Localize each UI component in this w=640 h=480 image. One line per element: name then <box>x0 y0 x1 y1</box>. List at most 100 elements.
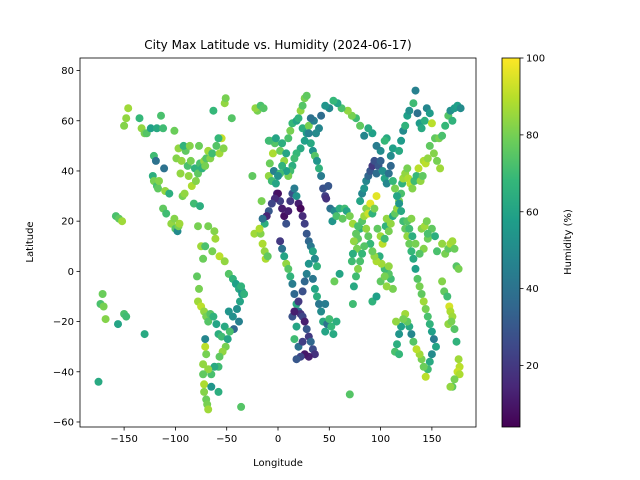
data-point <box>372 141 381 150</box>
data-point <box>214 387 223 396</box>
data-point <box>423 154 432 163</box>
data-point <box>204 317 213 326</box>
data-point <box>195 284 203 293</box>
data-point <box>201 242 210 251</box>
data-point <box>237 402 246 411</box>
data-point <box>280 252 289 261</box>
data-point <box>380 136 389 145</box>
data-point <box>358 249 367 258</box>
data-point <box>302 325 311 334</box>
data-point <box>286 272 295 281</box>
data-point <box>118 217 127 226</box>
data-point <box>411 264 420 273</box>
data-point <box>403 164 412 173</box>
data-point <box>221 94 230 103</box>
y-tick-label: −40 <box>53 367 74 378</box>
data-point <box>425 320 434 329</box>
data-point <box>300 317 309 326</box>
data-point <box>284 264 293 273</box>
data-point <box>360 242 369 251</box>
data-point <box>386 161 395 170</box>
colorbar-tick-label: 60 <box>526 207 539 218</box>
data-point <box>290 154 299 163</box>
data-point <box>284 207 293 216</box>
data-point <box>422 217 431 226</box>
data-point <box>329 330 338 339</box>
data-point <box>298 212 307 221</box>
data-point <box>284 134 293 143</box>
data-point <box>317 172 326 180</box>
data-point <box>413 109 422 118</box>
data-point <box>94 377 103 386</box>
data-point <box>177 156 186 165</box>
data-point <box>180 189 189 198</box>
data-point <box>384 262 393 271</box>
data-point <box>409 337 418 346</box>
data-point <box>373 224 382 233</box>
data-point <box>376 156 385 165</box>
data-point <box>382 179 391 188</box>
data-point <box>324 182 333 190</box>
data-point <box>201 342 210 351</box>
data-point <box>325 315 334 324</box>
data-point <box>235 317 243 326</box>
data-point <box>368 247 377 256</box>
data-point <box>448 237 457 246</box>
data-point <box>210 362 219 371</box>
data-point <box>146 124 155 133</box>
data-point <box>364 232 373 241</box>
data-point <box>408 184 417 193</box>
data-point <box>185 141 194 150</box>
data-point <box>443 292 452 301</box>
data-point <box>120 121 129 130</box>
data-point <box>392 317 400 326</box>
x-tick-label: 100 <box>371 434 390 445</box>
data-point <box>412 345 421 354</box>
data-point <box>214 134 223 143</box>
y-tick-label: 60 <box>61 116 74 127</box>
x-axis-label: Longitude <box>253 458 303 469</box>
data-point <box>348 249 357 258</box>
data-point <box>271 134 280 143</box>
data-point <box>454 355 463 364</box>
data-point <box>425 141 434 150</box>
data-point <box>370 204 379 213</box>
data-point <box>411 239 420 248</box>
data-point <box>388 144 397 153</box>
data-point <box>210 227 219 236</box>
data-point <box>278 161 287 170</box>
colorbar-tick-label: 40 <box>526 284 539 295</box>
data-point <box>179 141 188 150</box>
data-point <box>290 290 299 298</box>
data-point <box>321 327 330 336</box>
data-point <box>98 290 107 298</box>
data-point <box>349 282 358 291</box>
data-point <box>362 224 371 233</box>
data-point <box>397 207 406 216</box>
data-point <box>405 239 414 248</box>
data-point <box>429 335 438 344</box>
data-point <box>278 204 287 213</box>
data-point <box>427 350 436 359</box>
data-point <box>411 86 420 95</box>
data-point <box>330 277 339 286</box>
data-point <box>380 272 389 281</box>
y-axis-label: Latitude <box>25 221 36 262</box>
data-point <box>405 224 414 233</box>
data-point <box>405 106 414 115</box>
data-point <box>386 151 395 160</box>
data-point <box>407 247 416 256</box>
data-point <box>436 164 445 173</box>
data-point <box>278 244 287 253</box>
data-point <box>276 146 285 155</box>
data-point <box>170 126 179 135</box>
data-point <box>312 129 320 138</box>
data-point <box>157 111 165 120</box>
data-point <box>366 239 375 248</box>
data-point <box>372 292 381 301</box>
data-point <box>217 332 226 341</box>
data-point <box>300 277 309 286</box>
data-point <box>354 264 362 273</box>
data-point <box>395 199 404 208</box>
data-point <box>347 257 356 266</box>
